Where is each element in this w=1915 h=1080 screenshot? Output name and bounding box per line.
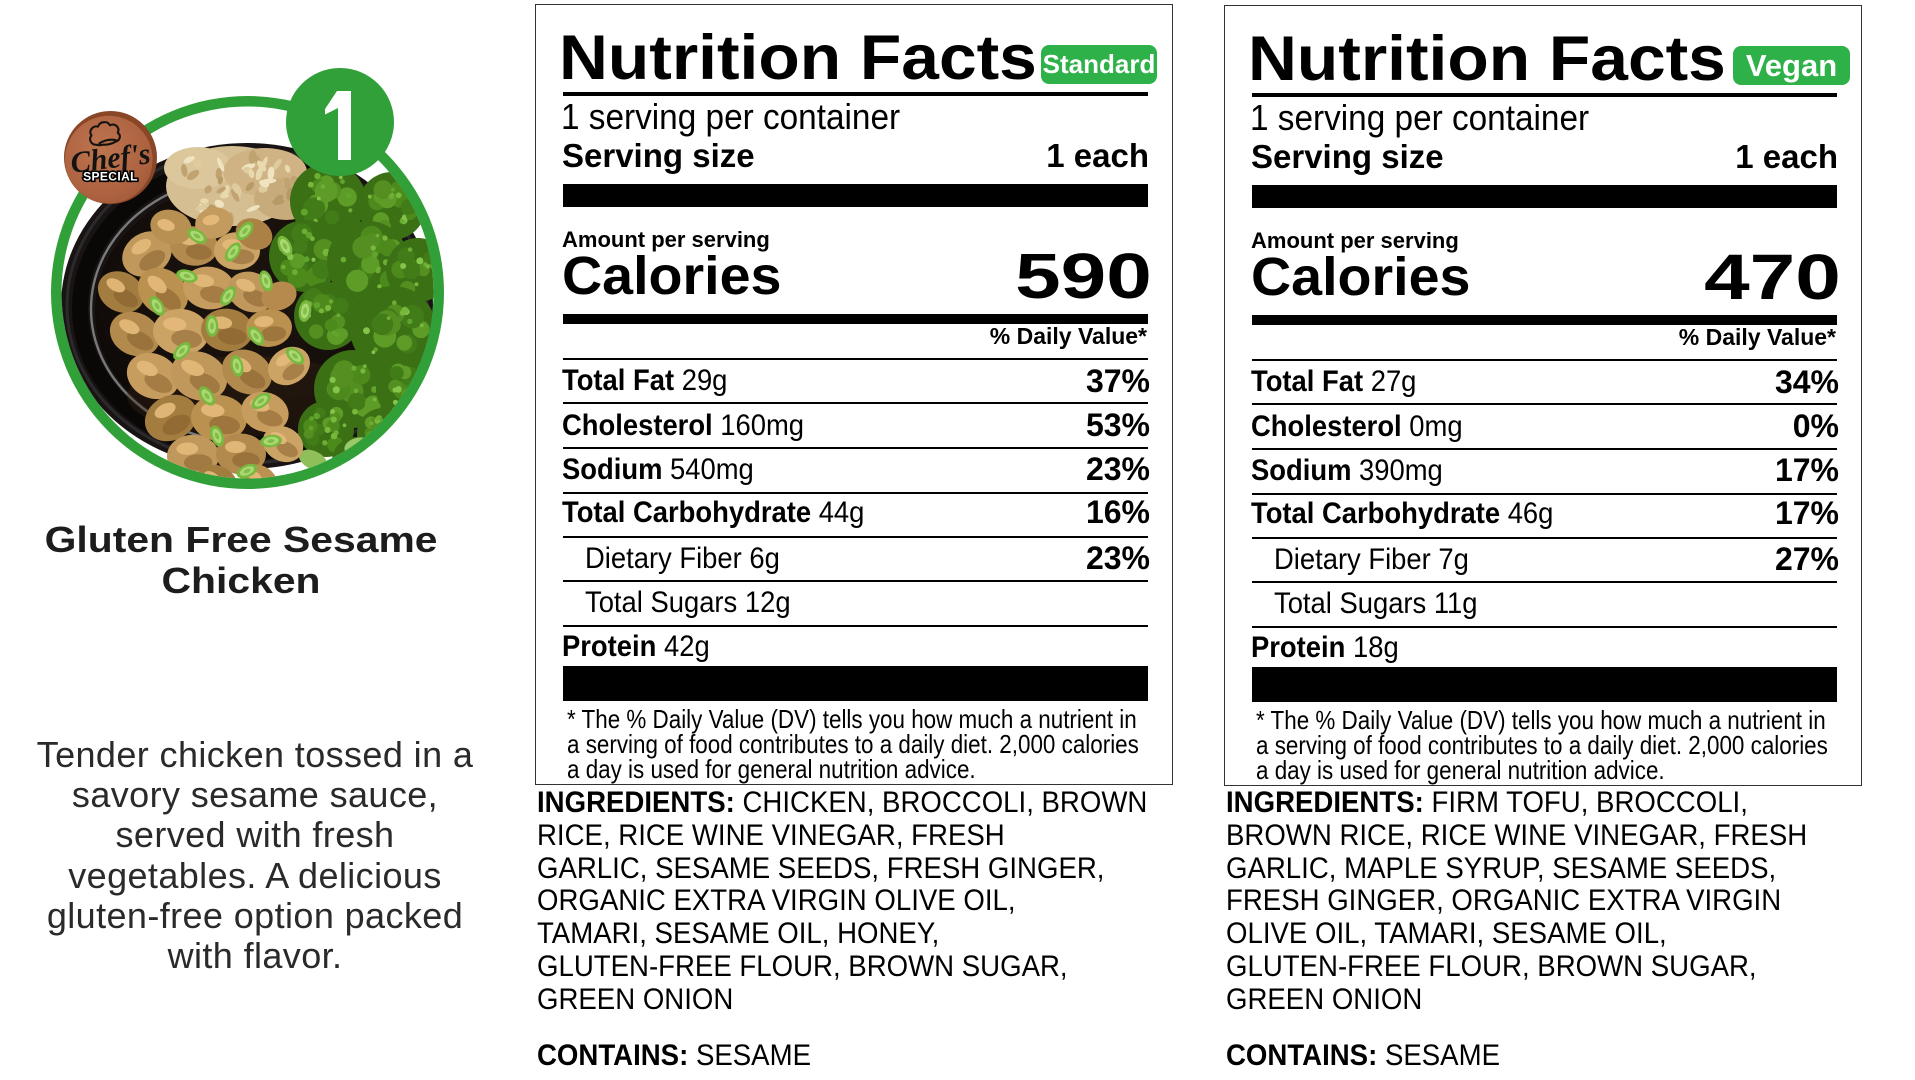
svg-text:SPECIAL: SPECIAL <box>83 170 138 184</box>
svg-text:SPECIAL: SPECIAL <box>83 170 138 184</box>
